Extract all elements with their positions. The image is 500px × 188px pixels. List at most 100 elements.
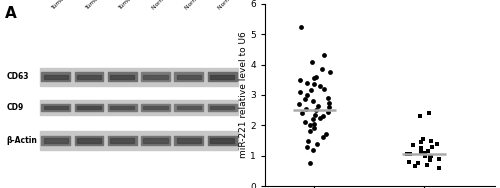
Point — [426, 154, 434, 157]
Point — [418, 148, 426, 151]
Point — [309, 148, 317, 151]
Bar — [41, 136, 70, 145]
Point — [318, 68, 326, 71]
Bar — [40, 100, 238, 115]
Bar — [174, 104, 204, 111]
Point — [310, 77, 318, 80]
Point — [301, 98, 309, 101]
Text: Tumor patient #3: Tumor patient #3 — [118, 0, 158, 11]
Point — [423, 163, 431, 166]
Point — [314, 104, 322, 107]
Bar — [176, 106, 201, 109]
Point — [324, 110, 332, 113]
Point — [324, 101, 332, 104]
Bar — [176, 139, 201, 143]
Bar — [144, 106, 168, 109]
Point — [404, 153, 411, 156]
Point — [319, 136, 327, 139]
Bar — [77, 75, 101, 79]
Text: Tumor patient #1: Tumor patient #1 — [51, 0, 90, 11]
Point — [435, 157, 443, 160]
Bar — [44, 75, 68, 79]
Point — [406, 153, 414, 156]
Point — [302, 107, 310, 110]
Point — [417, 151, 425, 154]
Bar — [141, 104, 170, 111]
Text: CD63: CD63 — [6, 72, 28, 81]
Point — [296, 25, 304, 28]
Bar — [110, 106, 134, 109]
Point — [318, 115, 326, 118]
Point — [420, 154, 428, 157]
Bar — [174, 136, 204, 145]
Bar — [74, 72, 104, 81]
Point — [306, 89, 314, 92]
Point — [306, 162, 314, 165]
Point — [310, 118, 318, 121]
Text: Normal controls #2: Normal controls #2 — [184, 0, 228, 11]
Bar — [110, 139, 134, 143]
Point — [304, 93, 312, 96]
Bar — [108, 104, 137, 111]
Text: β-Actin: β-Actin — [6, 136, 37, 145]
Point — [312, 75, 320, 78]
Point — [309, 99, 317, 102]
Bar — [40, 131, 238, 150]
Point — [418, 137, 426, 140]
Text: A: A — [5, 7, 17, 21]
Text: CD9: CD9 — [6, 103, 24, 112]
Point — [427, 139, 435, 142]
Point — [306, 130, 314, 133]
Point — [303, 81, 311, 84]
Bar — [108, 72, 137, 81]
Point — [418, 147, 426, 150]
Point — [426, 156, 434, 159]
Text: Normal controls #3: Normal controls #3 — [218, 0, 262, 11]
Point — [300, 121, 308, 124]
Bar — [41, 72, 70, 81]
Bar — [44, 139, 68, 143]
Point — [425, 112, 433, 115]
Bar — [110, 75, 134, 79]
Point — [310, 83, 318, 86]
Bar — [74, 136, 104, 145]
Text: Tumor patient #2: Tumor patient #2 — [84, 0, 124, 11]
Point — [405, 160, 413, 163]
Text: Normal controls #1: Normal controls #1 — [151, 0, 194, 11]
Bar — [141, 72, 170, 81]
Point — [295, 103, 303, 106]
Bar — [41, 104, 70, 111]
Point — [420, 151, 428, 154]
Point — [324, 96, 332, 99]
Point — [310, 122, 318, 125]
Point — [424, 150, 432, 153]
Point — [435, 166, 443, 169]
Point — [316, 116, 324, 119]
Point — [433, 142, 441, 145]
Bar — [210, 106, 234, 109]
Point — [296, 90, 304, 93]
Point — [313, 142, 321, 145]
Point — [426, 159, 434, 162]
Bar — [176, 75, 201, 79]
Bar — [208, 72, 236, 81]
Y-axis label: miR-221 relative level to U6: miR-221 relative level to U6 — [238, 32, 248, 158]
Point — [322, 133, 330, 136]
Point — [416, 115, 424, 118]
Bar — [210, 139, 234, 143]
Point — [325, 106, 333, 109]
Bar — [174, 72, 204, 81]
Bar — [77, 106, 101, 109]
Bar — [208, 136, 236, 145]
Bar — [144, 139, 168, 143]
Point — [428, 145, 436, 148]
Point — [296, 78, 304, 81]
Point — [298, 112, 306, 115]
Bar — [108, 136, 137, 145]
Point — [308, 60, 316, 63]
Bar — [210, 75, 234, 79]
Point — [310, 127, 318, 130]
Point — [316, 84, 324, 87]
Bar — [208, 104, 236, 111]
Point — [320, 54, 328, 57]
